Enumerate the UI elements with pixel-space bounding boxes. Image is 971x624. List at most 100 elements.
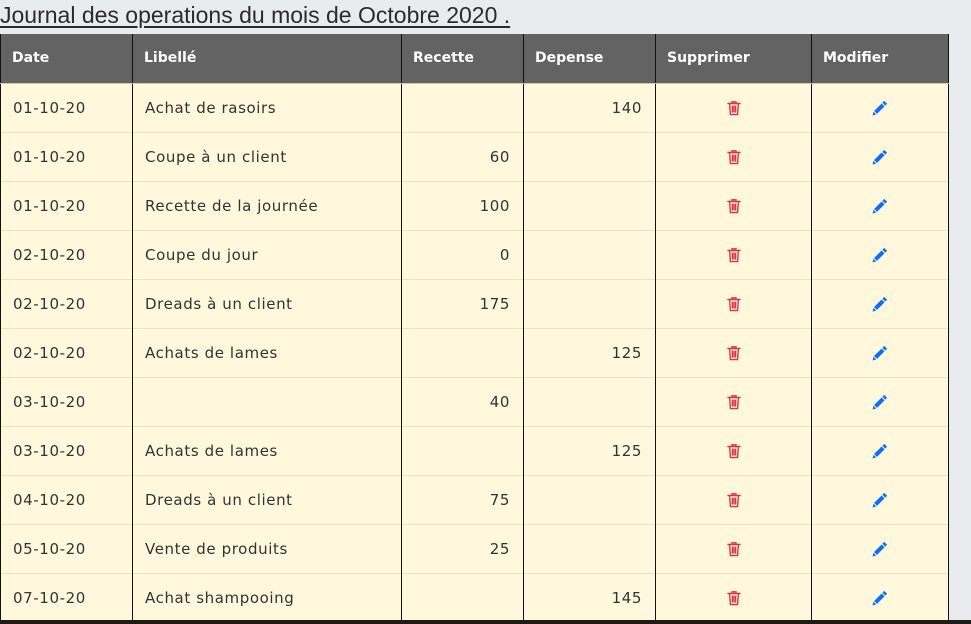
pencil-icon[interactable] [872, 296, 888, 312]
trash-icon[interactable] [726, 345, 741, 361]
cell-recette: 60 [401, 131, 524, 181]
trash-icon[interactable] [726, 296, 741, 312]
cell-depense [523, 523, 656, 573]
cell-libelle: Dreads à un client [132, 278, 402, 328]
pencil-icon[interactable] [872, 247, 888, 263]
cell-libelle: Recette de la journée [132, 180, 402, 230]
cell-supprimer [655, 131, 812, 181]
cell-recette: 0 [401, 229, 524, 279]
cell-date: 01-10-20 [0, 82, 133, 132]
cell-supprimer [655, 327, 812, 377]
cell-depense: 145 [523, 572, 656, 622]
pencil-icon[interactable] [872, 100, 888, 116]
cell-libelle: Achat shampooing [132, 572, 402, 622]
trash-icon[interactable] [726, 492, 741, 508]
cell-recette: 175 [401, 278, 524, 328]
pencil-icon[interactable] [872, 492, 888, 508]
cell-modifier [811, 278, 949, 328]
cell-depense: 140 [523, 82, 656, 132]
cell-supprimer [655, 229, 812, 279]
trash-icon[interactable] [726, 149, 741, 165]
cell-libelle: Achats de lames [132, 425, 402, 475]
cell-date: 03-10-20 [0, 376, 133, 426]
page-title: Journal des operations du mois de Octobr… [0, 2, 511, 28]
cell-date: 02-10-20 [0, 327, 133, 377]
cell-recette: 75 [401, 474, 524, 524]
table-header-row: Date Libellé Recette Depense Supprimer M… [0, 34, 949, 84]
pencil-icon[interactable] [872, 345, 888, 361]
cell-modifier [811, 82, 949, 132]
cell-depense [523, 229, 656, 279]
header-supprimer: Supprimer [655, 34, 812, 84]
cell-date: 02-10-20 [0, 229, 133, 279]
cell-date: 03-10-20 [0, 425, 133, 475]
header-recette: Recette [401, 34, 524, 84]
cell-modifier [811, 425, 949, 475]
cell-modifier [811, 131, 949, 181]
table-row: 01-10-20 Achat de rasoirs 140 [0, 82, 949, 132]
table-row: 05-10-20 Vente de produits 25 [0, 523, 949, 573]
cell-supprimer [655, 425, 812, 475]
table-row: 07-10-20 Achat shampooing 145 [0, 572, 949, 622]
cell-recette: 25 [401, 523, 524, 573]
cell-depense [523, 131, 656, 181]
pencil-icon[interactable] [872, 443, 888, 459]
cell-date: 01-10-20 [0, 180, 133, 230]
cell-libelle: Coupe à un client [132, 131, 402, 181]
cell-depense [523, 376, 656, 426]
trash-icon[interactable] [726, 394, 741, 410]
pencil-icon[interactable] [872, 394, 888, 410]
trash-icon[interactable] [726, 100, 741, 116]
table-row: 01-10-20 Recette de la journée 100 [0, 180, 949, 230]
trash-icon[interactable] [726, 443, 741, 459]
cell-recette [401, 327, 524, 377]
table-body: 01-10-20 Achat de rasoirs 140 01-10-20 Coupe… [0, 82, 949, 622]
cell-supprimer [655, 180, 812, 230]
trash-icon[interactable] [726, 541, 741, 557]
table-row: 02-10-20 Coupe du jour 0 [0, 229, 949, 279]
cell-supprimer [655, 572, 812, 622]
trash-icon[interactable] [726, 247, 741, 263]
pencil-icon[interactable] [872, 149, 888, 165]
table-row: 02-10-20 Dreads à un client 175 [0, 278, 949, 328]
cell-date: 02-10-20 [0, 278, 133, 328]
cell-depense [523, 474, 656, 524]
trash-icon[interactable] [726, 590, 741, 606]
table-row: 03-10-20 40 [0, 376, 949, 426]
cell-libelle: Dreads à un client [132, 474, 402, 524]
cell-date: 07-10-20 [0, 572, 133, 622]
cell-depense: 125 [523, 425, 656, 475]
cell-modifier [811, 229, 949, 279]
cell-libelle [132, 376, 402, 426]
pencil-icon[interactable] [872, 590, 888, 606]
trash-icon[interactable] [726, 198, 741, 214]
header-modifier: Modifier [811, 34, 949, 84]
header-depense: Depense [523, 34, 656, 84]
cell-date: 04-10-20 [0, 474, 133, 524]
cell-date: 05-10-20 [0, 523, 133, 573]
cell-supprimer [655, 82, 812, 132]
cell-modifier [811, 180, 949, 230]
pencil-icon[interactable] [872, 541, 888, 557]
cell-recette [401, 572, 524, 622]
cell-recette: 100 [401, 180, 524, 230]
cell-modifier [811, 376, 949, 426]
cell-supprimer [655, 523, 812, 573]
cell-supprimer [655, 376, 812, 426]
table-row: 01-10-20 Coupe à un client 60 [0, 131, 949, 181]
cell-modifier [811, 523, 949, 573]
header-libelle: Libellé [132, 34, 402, 84]
cell-modifier [811, 327, 949, 377]
cell-modifier [811, 474, 949, 524]
cell-supprimer [655, 278, 812, 328]
cell-depense [523, 278, 656, 328]
cell-recette [401, 425, 524, 475]
cell-date: 01-10-20 [0, 131, 133, 181]
table-row: 03-10-20 Achats de lames 125 [0, 425, 949, 475]
cell-recette: 40 [401, 376, 524, 426]
cell-libelle: Achats de lames [132, 327, 402, 377]
pencil-icon[interactable] [872, 198, 888, 214]
cell-libelle: Coupe du jour [132, 229, 402, 279]
table-row: 02-10-20 Achats de lames 125 [0, 327, 949, 377]
cell-libelle: Vente de produits [132, 523, 402, 573]
